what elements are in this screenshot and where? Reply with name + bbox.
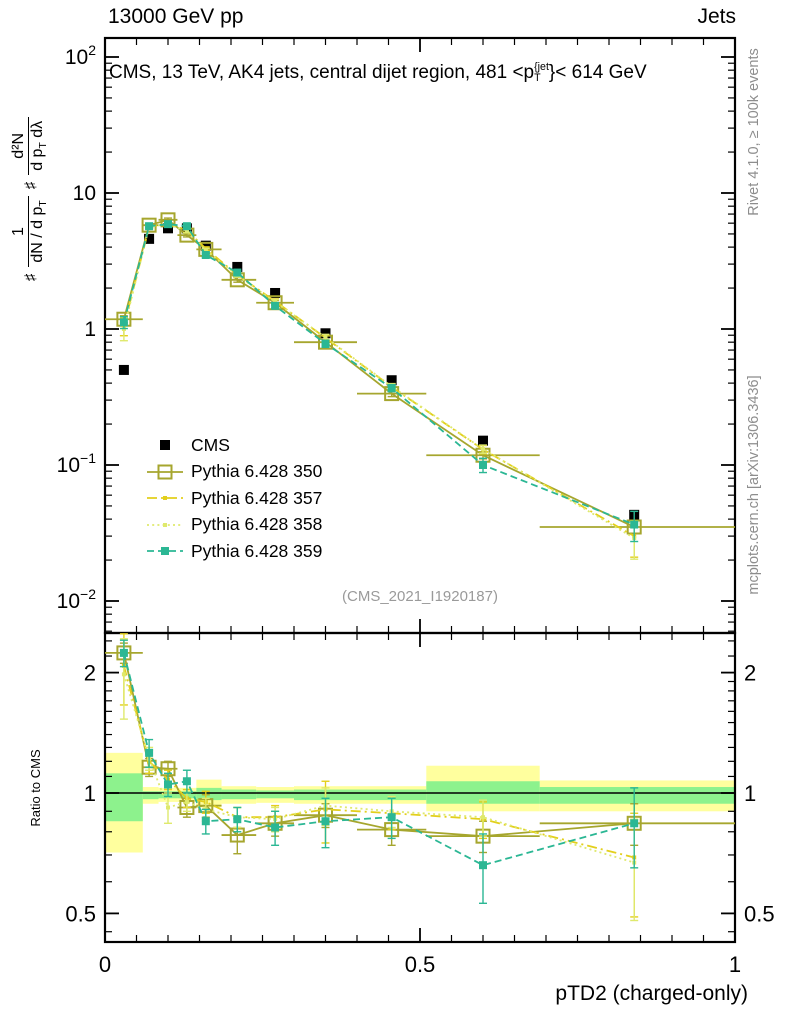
pythia-357-marker-icon: [147, 496, 183, 501]
svg-text:1: 1: [84, 318, 96, 341]
legend-row-pythia-359: Pythia 6.428 359: [146, 538, 322, 565]
svg-text:0.5: 0.5: [65, 901, 96, 926]
svg-text:10−2: 10−2: [57, 586, 97, 613]
main-series-pythia-6-428-359: [119, 220, 639, 543]
svg-text:1: 1: [84, 781, 96, 806]
beam-energy-label: 13000 GeV pp: [108, 5, 244, 28]
hash-symbol: ♯: [21, 273, 39, 282]
pythia-359-marker-icon: [147, 547, 183, 556]
yaxis-fraction-2: d²N d pT dλ: [10, 116, 51, 175]
rivet-version-note: Rivet 4.1.0, ≥ 100k events: [746, 48, 762, 216]
pt-sup: {jet: [534, 61, 549, 74]
analysis-topic-label: Jets: [697, 5, 736, 28]
pythia-350-marker-icon: [147, 464, 183, 480]
ratio-y-axis-title: Ratio to CMS: [28, 749, 43, 827]
svg-text:10: 10: [73, 182, 96, 205]
plot-title-suffix: }< 614 GeV: [548, 62, 647, 83]
legend: CMS Pythia 6.428 350 Pythia 6.428 357 Py…: [146, 432, 322, 565]
svg-text:2: 2: [84, 661, 96, 686]
yaxis-fraction-1: 1 dN / d pT: [10, 196, 51, 267]
svg-text:0.5: 0.5: [744, 901, 775, 926]
ratio-series-pythia-6-428-350: [105, 642, 735, 855]
svg-text:0: 0: [99, 952, 111, 977]
svg-text:0.5: 0.5: [405, 952, 436, 977]
pt-superscript-stack: {jet T: [534, 62, 549, 83]
pt-sub: T: [534, 71, 541, 84]
legend-label: CMS: [191, 434, 230, 455]
svg-text:102: 102: [65, 42, 96, 69]
x-axis-title: pTD2 (charged-only): [555, 982, 748, 1005]
svg-text:1: 1: [729, 952, 741, 977]
mcplots-citation-note: mcplots.cern.ch [arXiv:1306.3436]: [746, 375, 762, 595]
legend-row-cms: CMS: [146, 432, 322, 459]
legend-row-pythia-350: Pythia 6.428 350: [146, 459, 322, 486]
ratio-series-pythia-6-428-357: [119, 633, 639, 918]
legend-label: Pythia 6.428 350: [191, 461, 323, 482]
legend-label: Pythia 6.428 358: [191, 514, 323, 535]
ratio-series-pythia-6-428-359: [119, 639, 639, 904]
pythia-358-marker-icon: [147, 522, 183, 527]
plot-title-text: CMS, 13 TeV, AK4 jets, central dijet reg…: [109, 62, 535, 83]
hash-symbol: ♯: [21, 181, 39, 190]
cms-marker-icon: [160, 440, 170, 451]
legend-row-pythia-357: Pythia 6.428 357: [146, 485, 322, 512]
svg-text:10−1: 10−1: [57, 450, 97, 477]
analysis-id-watermark: (CMS_2021_I1920187): [342, 588, 498, 605]
axis-ticks: [104, 38, 736, 942]
legend-label: Pythia 6.428 357: [191, 487, 323, 508]
svg-text:1: 1: [744, 781, 756, 806]
legend-row-pythia-358: Pythia 6.428 358: [146, 512, 322, 539]
plot-title: CMS, 13 TeV, AK4 jets, central dijet reg…: [109, 62, 647, 84]
axis-tick-labels: 102 10 1 10−1 10−2 0 0.5 1 0.5 0.5 1 1 2 2: [57, 42, 775, 977]
legend-label: Pythia 6.428 359: [191, 540, 323, 561]
svg-text:2: 2: [744, 661, 756, 686]
main-y-axis-title: ♯ 1 dN / d pT ♯ d²N d pT dλ: [0, 26, 61, 372]
